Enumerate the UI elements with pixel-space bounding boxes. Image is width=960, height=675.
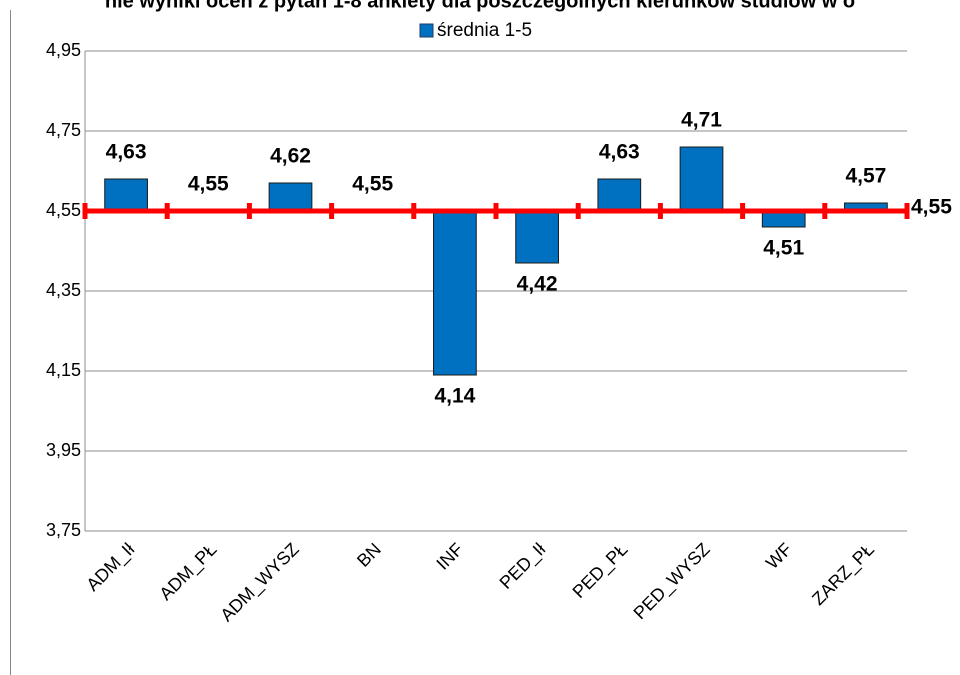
bar <box>268 182 313 212</box>
reference-label: 4,55 <box>911 196 952 219</box>
bar <box>515 210 559 264</box>
legend-label: średnia 1-5 <box>437 20 532 41</box>
value-label: 4,62 <box>270 145 311 168</box>
value-label: 4,51 <box>763 237 804 260</box>
value-label: 4,42 <box>517 273 558 296</box>
y-tick-label: 4,35 <box>46 280 81 300</box>
legend-swatch <box>419 23 434 38</box>
value-label: 4,57 <box>845 165 886 188</box>
y-tick-label: 4,95 <box>46 40 81 60</box>
chart-title: nie wyniki ocen z pytań 1-8 ankiety dla … <box>105 0 855 12</box>
bar <box>104 178 148 212</box>
y-tick-label: 3,75 <box>46 520 81 540</box>
value-label: 4,55 <box>352 173 393 196</box>
value-label: 4,71 <box>681 109 722 132</box>
bar <box>433 210 477 376</box>
value-label: 4,55 <box>188 173 229 196</box>
value-label: 4,63 <box>599 141 640 164</box>
bar <box>597 178 642 212</box>
bar <box>679 146 724 212</box>
y-tick-label: 4,55 <box>46 200 81 220</box>
y-tick-label: 4,15 <box>46 360 81 380</box>
y-tick-label: 3,95 <box>46 440 81 460</box>
value-label: 4,14 <box>434 385 475 408</box>
y-tick-label: 4,75 <box>46 120 81 140</box>
value-label: 4,63 <box>106 141 147 164</box>
